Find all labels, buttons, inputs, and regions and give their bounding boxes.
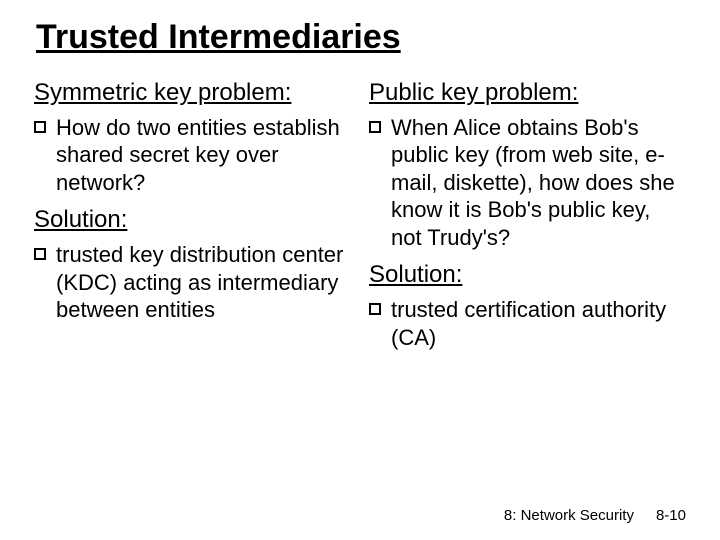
footer-section: 8: Network Security [504, 507, 634, 524]
bullet-marker-icon [34, 121, 46, 133]
left-bullet-solution: trusted key distribution center (KDC) ac… [34, 241, 351, 324]
right-column: Public key problem: When Alice obtains B… [369, 79, 686, 361]
footer-page-number: 8-10 [656, 507, 686, 524]
left-column: Symmetric key problem: How do two entiti… [34, 79, 351, 361]
right-bullet-problem: When Alice obtains Bob's public key (fro… [369, 114, 686, 252]
bullet-marker-icon [34, 248, 46, 260]
left-heading-solution: Solution: [34, 206, 351, 235]
right-bullet-solution: trusted certification authority (CA) [369, 296, 686, 351]
left-bullet-problem: How do two entities establish shared sec… [34, 114, 351, 197]
bullet-marker-icon [369, 121, 381, 133]
right-bullet-problem-text: When Alice obtains Bob's public key (fro… [391, 114, 686, 252]
left-bullet-solution-text: trusted key distribution center (KDC) ac… [56, 241, 351, 324]
right-heading-solution: Solution: [369, 261, 686, 290]
left-bullet-problem-text: How do two entities establish shared sec… [56, 114, 351, 197]
columns: Symmetric key problem: How do two entiti… [34, 79, 686, 361]
right-heading-problem: Public key problem: [369, 79, 686, 108]
right-bullet-solution-text: trusted certification authority (CA) [391, 296, 686, 351]
left-heading-problem: Symmetric key problem: [34, 79, 351, 108]
slide-title: Trusted Intermediaries [36, 18, 686, 57]
slide: Trusted Intermediaries Symmetric key pro… [0, 0, 720, 540]
bullet-marker-icon [369, 303, 381, 315]
slide-footer: 8: Network Security 8-10 [504, 507, 686, 524]
